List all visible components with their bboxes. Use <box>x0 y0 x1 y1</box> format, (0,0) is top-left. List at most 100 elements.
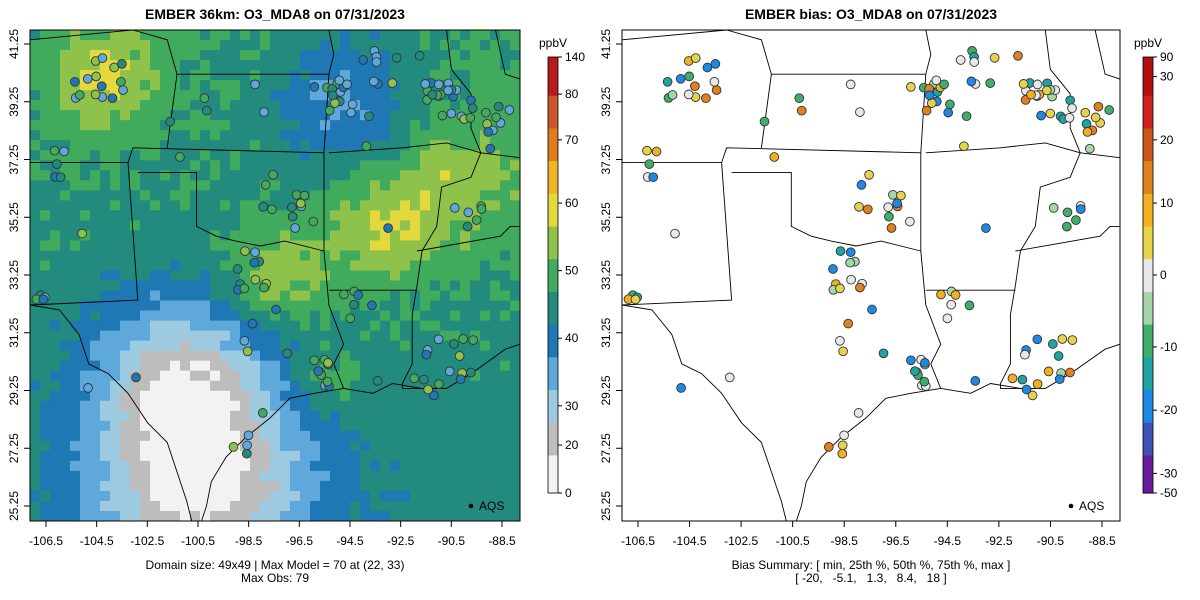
left-grid-cell <box>500 210 511 221</box>
left-grid-cell <box>350 230 361 241</box>
left-grid-cell <box>190 210 201 221</box>
left-colorbar-tick-label: 140 <box>565 50 585 64</box>
left-site-marker <box>91 71 101 82</box>
left-colorbar-segment <box>548 155 558 162</box>
right-site-marker <box>936 289 946 300</box>
left-site-marker <box>449 203 460 213</box>
left-grid-cell <box>180 100 191 111</box>
left-state-boundary <box>29 29 133 41</box>
left-grid-cell <box>360 380 371 392</box>
left-grid-cell <box>180 440 191 452</box>
left-grid-cell <box>210 340 221 352</box>
left-grid-cell <box>190 110 201 121</box>
left-grid-cell <box>210 190 221 201</box>
left-grid-cell <box>220 100 231 111</box>
left-grid-cell <box>320 290 331 302</box>
left-grid-cell <box>280 160 291 171</box>
left-grid-cell <box>270 90 281 101</box>
left-grid-cell <box>30 90 41 101</box>
left-grid-cell <box>130 450 141 462</box>
left-grid-cell <box>490 30 501 41</box>
left-colorbar-segment <box>548 144 558 151</box>
left-grid-cell <box>510 360 521 372</box>
right-site-marker <box>1104 105 1115 115</box>
left-grid-cell <box>90 120 101 131</box>
left-grid-cell <box>50 420 61 432</box>
left-grid-cell <box>350 460 361 472</box>
left-grid-cell <box>160 110 171 121</box>
left-grid-cell <box>70 220 81 231</box>
left-grid-cell <box>340 510 351 522</box>
left-y-tick-label: 33.25 <box>7 260 21 290</box>
left-grid-cell <box>320 430 331 442</box>
left-grid-cell <box>110 320 121 332</box>
left-grid-cell <box>380 300 391 312</box>
left-grid-cell <box>70 410 81 422</box>
left-grid-cell <box>410 160 421 171</box>
left-grid-cell <box>130 250 141 261</box>
left-grid-cell <box>370 430 381 442</box>
left-grid-cell <box>40 320 51 332</box>
left-grid-cell <box>130 510 141 522</box>
left-grid-cell <box>350 440 361 452</box>
left-grid-cell <box>40 390 51 402</box>
right-site-marker <box>896 190 906 201</box>
left-grid-cell <box>200 190 211 201</box>
left-grid-cell <box>340 370 351 382</box>
left-site-marker <box>282 348 293 359</box>
left-grid-cell <box>90 80 101 91</box>
left-grid-cell <box>480 160 491 171</box>
left-grid-cell <box>120 480 131 492</box>
left-grid-cell <box>350 450 361 462</box>
left-grid-cell <box>450 480 461 492</box>
right-y-tick-label: 37.25 <box>600 144 613 174</box>
left-grid-cell <box>80 260 91 271</box>
left-grid-cell <box>30 360 41 372</box>
left-grid-cell <box>430 130 441 141</box>
left-grid-cell <box>200 430 211 442</box>
right-site-marker <box>837 440 848 451</box>
right-colorbar-segment <box>1143 166 1153 173</box>
left-grid-cell <box>240 500 251 512</box>
left-x-tick-label: -92.5 <box>387 534 415 548</box>
left-grid-cell <box>330 410 341 422</box>
left-grid-cell <box>110 30 121 41</box>
left-grid-cell <box>490 490 501 502</box>
left-grid-cell <box>30 150 41 161</box>
right-site-marker <box>856 180 867 190</box>
left-grid-cell <box>70 460 81 472</box>
left-grid-cell <box>170 410 181 422</box>
left-site-marker <box>454 351 465 361</box>
left-grid-cell <box>460 130 471 141</box>
left-grid-cell <box>190 320 201 332</box>
left-grid-cell <box>210 400 221 412</box>
left-grid-cell <box>230 360 241 372</box>
left-grid-cell <box>300 80 311 91</box>
left-grid-cell <box>90 410 101 422</box>
left-grid-cell <box>390 410 401 422</box>
left-grid-cell <box>40 40 51 51</box>
left-grid-cell <box>330 160 341 171</box>
left-grid-cell <box>90 490 101 502</box>
left-site-marker <box>243 430 254 441</box>
left-grid-cell <box>210 40 221 51</box>
left-grid-cell <box>230 460 241 472</box>
right-site-marker <box>835 246 846 256</box>
left-grid-cell <box>470 190 481 201</box>
left-grid-cell <box>480 260 491 271</box>
left-colorbar-tick-label: 0 <box>565 486 572 500</box>
left-grid-cell <box>220 270 231 282</box>
left-grid-cell <box>330 430 341 442</box>
left-state-boundary <box>29 304 193 522</box>
left-grid-cell <box>250 370 261 382</box>
left-grid-cell <box>170 480 181 492</box>
left-grid-cell <box>300 280 311 292</box>
right-state-boundary <box>731 171 921 252</box>
left-grid-cell <box>420 150 431 161</box>
left-site-marker <box>371 57 382 67</box>
left-grid-cell <box>500 110 511 121</box>
left-grid-cell <box>270 320 281 332</box>
left-grid-cell <box>60 290 71 302</box>
left-grid-cell <box>120 420 131 432</box>
left-site-marker <box>433 334 444 345</box>
